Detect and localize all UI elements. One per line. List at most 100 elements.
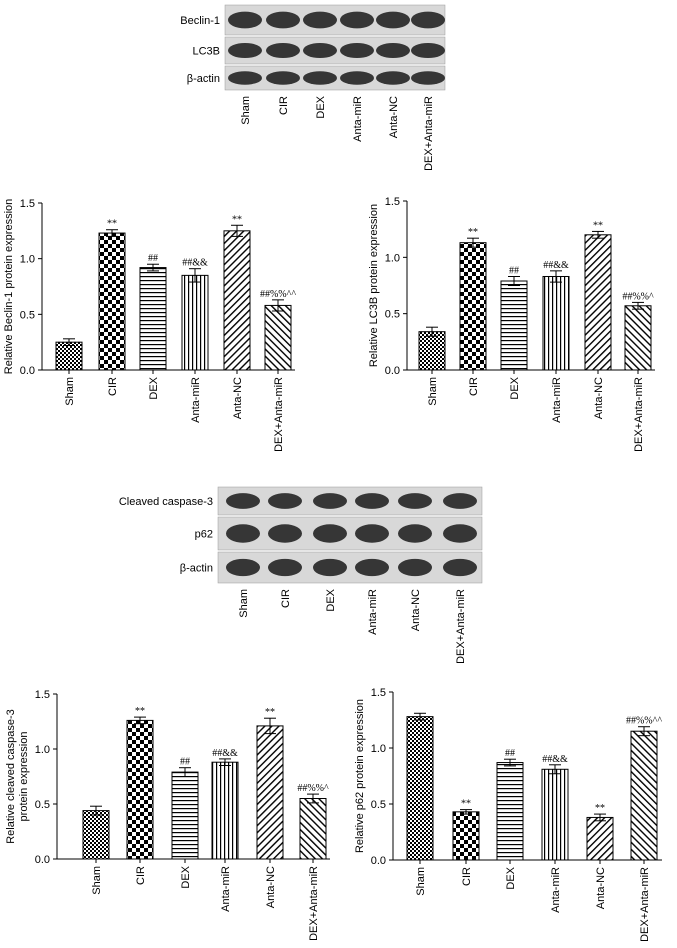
significance-label: ** bbox=[265, 707, 275, 718]
x-tick-label: Sham bbox=[427, 377, 439, 406]
x-tick-label: DEX bbox=[148, 376, 160, 399]
blot-band bbox=[266, 42, 300, 59]
x-tick-label: CIR bbox=[468, 377, 480, 396]
lane-label: DEX+Anta-miR bbox=[423, 96, 435, 171]
y-tick-label: 1.5 bbox=[35, 689, 50, 701]
blot-band bbox=[376, 11, 410, 29]
x-tick-label: CIR bbox=[107, 377, 119, 396]
bar bbox=[256, 725, 284, 860]
bar bbox=[541, 768, 569, 861]
lane-label: Sham bbox=[238, 589, 250, 618]
x-tick-label: Anta-miR bbox=[190, 377, 202, 423]
y-tick-label: 1.5 bbox=[371, 687, 386, 699]
x-tick-label: Anta-NC bbox=[595, 867, 607, 909]
significance-label: ** bbox=[593, 220, 603, 231]
bar bbox=[181, 274, 209, 371]
lane-label: Anta-miR bbox=[367, 589, 379, 635]
y-tick-label: 1.5 bbox=[385, 196, 400, 208]
bar bbox=[211, 761, 239, 860]
y-tick-label: 0.0 bbox=[35, 854, 50, 866]
y-tick-label: 1.0 bbox=[20, 254, 35, 266]
blot-band bbox=[226, 493, 260, 509]
x-tick-label: CIR bbox=[461, 867, 473, 886]
y-tick-label: 1.0 bbox=[371, 743, 386, 755]
blot-band bbox=[411, 42, 445, 59]
blot-band bbox=[355, 493, 389, 509]
blot-band bbox=[355, 558, 389, 577]
significance-label: ##%%^ bbox=[622, 291, 654, 302]
significance-label: ** bbox=[232, 214, 242, 225]
blot-row-label: β-actin bbox=[180, 563, 213, 575]
blot-band bbox=[313, 524, 347, 543]
significance-label: ##%%^^ bbox=[626, 716, 662, 727]
significance-label: ** bbox=[461, 799, 471, 810]
blot-band bbox=[443, 493, 477, 509]
x-tick-label: Sham bbox=[91, 866, 103, 895]
x-tick-label: Anta-NC bbox=[265, 866, 277, 908]
blot-strip bbox=[217, 486, 483, 516]
y-tick-label: 0.5 bbox=[371, 799, 386, 811]
significance-label: ** bbox=[595, 803, 605, 814]
blot-band bbox=[443, 558, 477, 577]
blot-band bbox=[303, 71, 337, 85]
blot-band bbox=[313, 558, 347, 577]
blot-band bbox=[411, 11, 445, 29]
blot-band bbox=[398, 558, 432, 577]
x-tick-label: Anta-NC bbox=[232, 377, 244, 419]
y-tick-label: 1.0 bbox=[35, 744, 50, 756]
y-tick-label: 0.0 bbox=[371, 855, 386, 867]
blot-band bbox=[226, 558, 260, 577]
x-tick-label: DEX+Anta-miR bbox=[639, 867, 651, 942]
y-tick-label: 0.0 bbox=[20, 365, 35, 377]
blot-band bbox=[398, 493, 432, 509]
x-tick-label: Anta-NC bbox=[593, 377, 605, 419]
significance-label: ## bbox=[505, 748, 515, 759]
x-tick-label: DEX bbox=[180, 865, 192, 888]
bar bbox=[630, 730, 658, 861]
bar bbox=[82, 810, 110, 860]
y-axis-label: Relative LC3B protein expression bbox=[368, 204, 380, 367]
significance-label: ##&& bbox=[542, 754, 568, 765]
bar bbox=[624, 305, 652, 371]
significance-label: ## bbox=[509, 265, 519, 276]
blot-row-label: Cleaved caspase-3 bbox=[119, 496, 213, 508]
blot-band bbox=[303, 42, 337, 59]
bar bbox=[586, 816, 614, 861]
significance-label: ** bbox=[135, 706, 145, 717]
blot-band bbox=[340, 11, 374, 29]
bar bbox=[55, 341, 83, 371]
lane-label: Anta-miR bbox=[352, 96, 364, 142]
blot-row-label: p62 bbox=[195, 529, 213, 541]
bar bbox=[171, 771, 199, 860]
bar bbox=[542, 275, 570, 371]
blot-band bbox=[355, 524, 389, 543]
x-tick-label: DEX+Anta-miR bbox=[308, 866, 320, 941]
bar bbox=[496, 762, 524, 861]
blot-band bbox=[226, 524, 260, 543]
x-tick-label: DEX+Anta-miR bbox=[273, 377, 285, 452]
blot-band bbox=[376, 71, 410, 85]
x-tick-label: DEX+Anta-miR bbox=[633, 377, 645, 452]
y-tick-label: 0.5 bbox=[385, 309, 400, 321]
blot-band bbox=[268, 493, 302, 509]
bar bbox=[139, 267, 167, 371]
lane-label: CIR bbox=[278, 96, 290, 115]
blot-band bbox=[340, 71, 374, 85]
y-tick-label: 0.5 bbox=[35, 799, 50, 811]
lane-label: Anta-NC bbox=[410, 589, 422, 631]
significance-label: ## bbox=[180, 757, 190, 768]
significance-label: ## bbox=[148, 253, 158, 264]
blot-band bbox=[376, 42, 410, 59]
blot-row-label: LC3B bbox=[192, 46, 220, 58]
y-axis-label: Relative p62 protein expression bbox=[354, 699, 366, 853]
bar bbox=[452, 811, 480, 861]
bar bbox=[584, 234, 612, 371]
significance-label: ** bbox=[107, 219, 117, 230]
significance-label: ##%%^^ bbox=[260, 289, 296, 300]
bar bbox=[459, 242, 487, 371]
lane-label: Sham bbox=[240, 96, 252, 125]
lane-label: DEX+Anta-miR bbox=[455, 589, 467, 664]
lane-label: DEX bbox=[315, 95, 327, 118]
x-tick-label: DEX bbox=[505, 866, 517, 889]
